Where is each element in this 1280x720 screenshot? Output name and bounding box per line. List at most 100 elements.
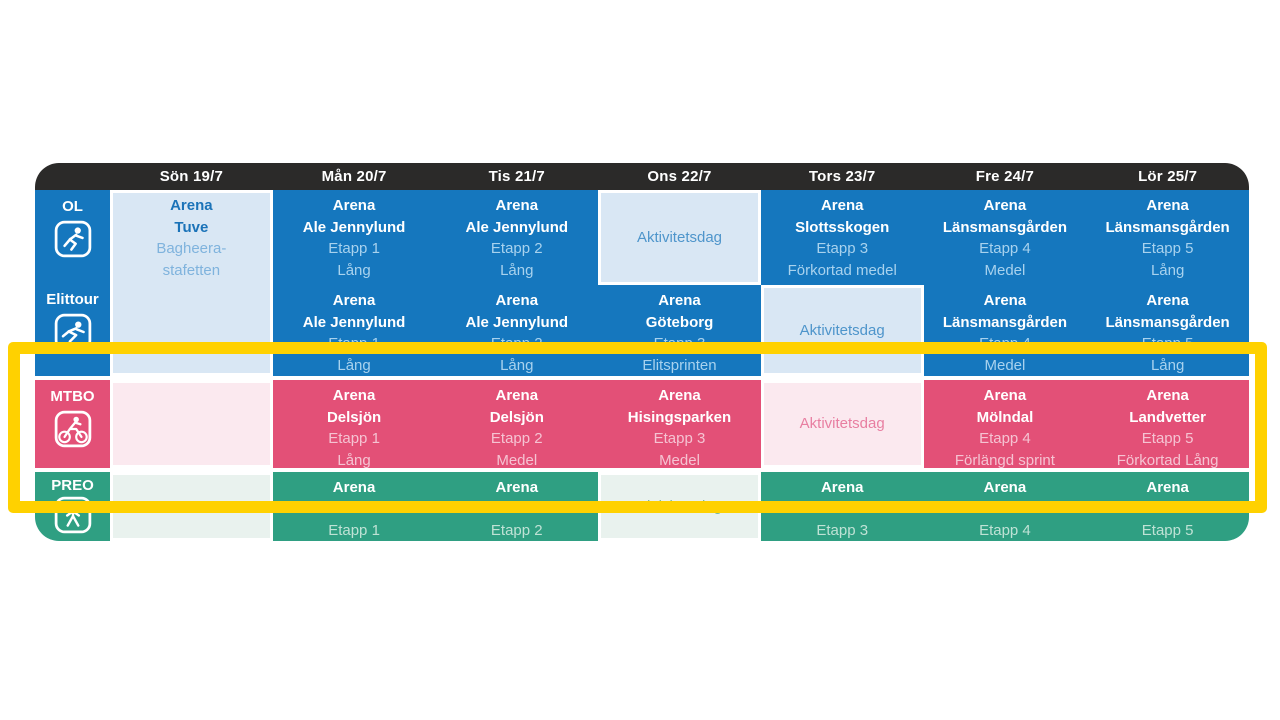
cell-line: Ale Jennylund [465, 218, 569, 236]
cell-line: Aktivitetsdag [636, 228, 723, 246]
cell-line: Länsmansgården [1105, 313, 1230, 331]
cell-line: Etapp 5 [1141, 522, 1194, 539]
cell-line: Lång [1150, 356, 1185, 374]
cell-line: Etapp 2 [490, 430, 543, 447]
cell-line: Medel [984, 261, 1026, 279]
row-label-text: MTBO [50, 388, 95, 405]
cell-line: Förlängd sprint [954, 451, 1055, 469]
cell-line: Landvetter [1129, 408, 1206, 426]
row-label-text: PREO [51, 477, 94, 494]
cell-line: Arena [983, 479, 1027, 496]
highlight-rectangle [8, 342, 1267, 513]
day-header: Fre 24/7 [975, 168, 1035, 185]
cell-ol-sat: Arena Länsmansgården Etapp 5 Lång [1086, 190, 1249, 285]
cell-line: Delsjön [326, 408, 382, 426]
cell-line: Medel [984, 356, 1026, 374]
cell-ol-thu: Arena Slottsskogen Etapp 3 Förkortad medel [760, 190, 924, 285]
cell-line: Förkortad medel [787, 261, 897, 279]
cell-line: Arena [495, 197, 539, 214]
cell-ol-mon: Arena Ale Jennylund Etapp 1 Lång [272, 190, 436, 285]
cell-line: Etapp 4 [979, 430, 1031, 447]
cell-line: Ale Jennylund [302, 313, 406, 331]
sprinter-icon [54, 313, 92, 351]
cell-line: Ale Jennylund [302, 218, 406, 236]
cell-line: Arena [820, 479, 864, 496]
day-header: Tis 21/7 [488, 168, 545, 185]
cell-ol-tue: Arena Ale Jennylund Etapp 2 Lång [435, 190, 599, 285]
day-header: Ons 22/7 [647, 168, 712, 185]
cell-ol-fri: Arena Länsmansgården Etapp 4 Medel [923, 190, 1087, 285]
cell-line: Medel [659, 451, 700, 469]
runner-icon [54, 220, 92, 258]
cell-line: Arena [658, 387, 701, 404]
cell-mtbo-sat: Arena Landvetter Etapp 5 Förkortad Lång [1086, 380, 1249, 469]
cell-line: Delsjön [489, 408, 544, 426]
row-label-text: OL [62, 198, 83, 215]
cell-line: Arena [1146, 292, 1189, 309]
cell-mtbo-wed: Arena Hisingsparken Etapp 3 Medel [598, 380, 761, 469]
cell-line: Etapp 5 [1141, 430, 1194, 447]
row-label-ol: OL [35, 190, 110, 283]
cell-line: Arena [658, 292, 701, 309]
day-header: Sön 19/7 [159, 168, 223, 185]
cell-line: Aktivitetsdag [799, 321, 885, 339]
day-header-row: Sön 19/7 Mån 20/7 Tis 21/7 Ons 22/7 Tors… [35, 163, 1249, 190]
cell-elittour-thu: Aktivitetsdag [760, 285, 924, 376]
cell-line: Arena [1146, 197, 1189, 214]
cell-line: Arena [495, 292, 539, 309]
day-header: Mån 20/7 [321, 168, 387, 185]
cell-line: Arena [495, 479, 539, 496]
cell-line: Länsmansgården [1105, 218, 1230, 236]
cell-line: Lång [337, 261, 371, 279]
cell-elittour-fri: Arena Länsmansgården Etapp 4 Medel [923, 285, 1087, 376]
cell-line: Arena [983, 292, 1027, 309]
cell-mtbo-sun [110, 380, 273, 468]
cell-line: Förkortad Lång [1116, 451, 1219, 469]
cell-elittour-sat: Arena Länsmansgården Etapp 5 Lång [1086, 285, 1249, 376]
cell-line: Etapp 3 [653, 430, 706, 447]
cell-line: Ale Jennylund [465, 313, 569, 331]
cell-line: Mölndal [976, 408, 1034, 426]
cell-line: Etapp 4 [979, 240, 1031, 257]
header-corner [35, 163, 110, 190]
cell-mtbo-mon: Arena Delsjön Etapp 1 Lång [272, 380, 436, 469]
row-label-elittour: Elittour [35, 283, 110, 376]
cell-line: Hisingsparken [627, 408, 732, 426]
cell-line: Arena [983, 197, 1027, 214]
cell-line: Etapp 3 [816, 522, 869, 539]
cell-mtbo-thu: Aktivitetsdag [760, 380, 924, 468]
cell-ol-wed: Aktivitetsdag [598, 190, 761, 285]
cell-line: Göteborg [645, 313, 714, 331]
cell-line: Arena [983, 387, 1027, 404]
cell-line: Etapp 2 [490, 240, 543, 257]
cyclist-icon [54, 410, 92, 448]
cell-line: Arena [495, 387, 539, 404]
cell-line: Lång [500, 261, 534, 279]
cell-line: Etapp 2 [490, 522, 543, 539]
cell-line: Medel [496, 451, 538, 469]
cell-line: Lång [337, 356, 371, 374]
cell-line: Arena [332, 292, 376, 309]
cell-line: Etapp 1 [328, 522, 380, 539]
cell-line: Arena [1146, 479, 1189, 496]
cell-line: Tuve [174, 218, 209, 236]
cell-line: stafetten [162, 261, 221, 279]
day-header: Tors 23/7 [808, 168, 876, 185]
cell-line: Aktivitetsdag [799, 415, 885, 433]
cell-line: Arena [820, 197, 864, 214]
day-header: Lör 25/7 [1138, 168, 1198, 185]
cell-line: Arena [332, 479, 376, 496]
cell-line: Lång [1150, 261, 1185, 279]
cell-line: Elitsprinten [642, 356, 717, 374]
cell-line: Etapp 5 [1141, 240, 1194, 257]
cell-line: Etapp 4 [979, 522, 1031, 539]
cell-elittour-tue: Arena Ale Jennylund Etapp 2 Lång [435, 285, 599, 376]
cell-line: Lång [500, 356, 534, 374]
row-label-mtbo: MTBO [35, 380, 110, 468]
cell-line: Etapp 3 [816, 240, 869, 257]
cell-line: Arena [332, 197, 376, 214]
cell-line: Etapp 1 [328, 430, 380, 447]
cell-line: Arena [170, 197, 213, 214]
cell-line: Länsmansgården [942, 218, 1068, 236]
